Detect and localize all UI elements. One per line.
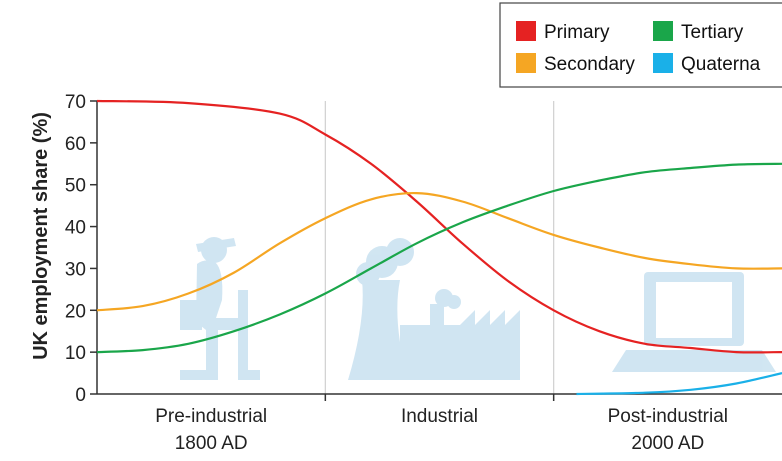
legend: Primary Tertiary Secondary Quaterna xyxy=(499,2,782,88)
x-category-label: Pre-industrial xyxy=(155,406,267,427)
axes: 0 10 20 30 40 50 60 70 Pre-industrial 1800 AD Indu… xyxy=(65,92,782,454)
y-tick-label: 40 xyxy=(65,218,86,239)
legend-swatch xyxy=(516,53,536,73)
y-tick-label: 60 xyxy=(65,134,86,155)
legend-label: Primary xyxy=(544,22,610,43)
background-illustrations xyxy=(180,237,776,380)
y-tick-label: 30 xyxy=(65,259,86,280)
x-category-sublabel: 1800 AD xyxy=(175,433,248,454)
x-category-label: Industrial xyxy=(401,406,478,427)
legend-swatch xyxy=(516,21,536,41)
y-tick-label: 10 xyxy=(65,343,86,364)
series-layer xyxy=(96,99,782,396)
factory-silhouette-icon xyxy=(348,238,520,380)
legend-box xyxy=(499,2,782,88)
legend-label: Secondary xyxy=(544,54,635,75)
x-category-label: Post-industrial xyxy=(608,406,728,427)
series-line-primary xyxy=(96,99,782,354)
y-tick-label: 70 xyxy=(65,92,86,113)
y-tick-label: 20 xyxy=(65,301,86,322)
x-category-sublabel: 2000 AD xyxy=(631,433,704,454)
series-line-tertiary xyxy=(96,162,782,354)
y-axis-label: UK employment share (%) xyxy=(30,112,52,360)
legend-label: Tertiary xyxy=(681,22,744,43)
legend-label: Quaterna xyxy=(681,54,761,75)
series-line-secondary xyxy=(96,191,782,312)
laptop-silhouette-icon xyxy=(612,272,776,372)
grid xyxy=(324,101,555,394)
y-tick-label: 50 xyxy=(65,176,86,197)
series-line-quaternary xyxy=(576,372,782,396)
y-tick-label: 0 xyxy=(75,385,86,406)
legend-swatch xyxy=(653,21,673,41)
farmer-silhouette-icon xyxy=(180,237,260,380)
legend-swatch xyxy=(653,53,673,73)
